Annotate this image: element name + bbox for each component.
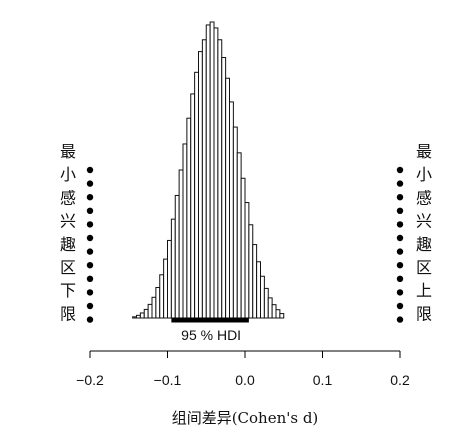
rope-dot	[86, 207, 94, 214]
histogram-bar	[159, 274, 165, 319]
rope-dot	[86, 316, 94, 323]
x-tick-label: 0.0	[235, 372, 255, 388]
histogram-bar	[132, 316, 137, 319]
rope-dot	[86, 248, 94, 255]
x-tick-label: 0.1	[313, 372, 333, 388]
histogram-bar	[263, 287, 269, 319]
histogram-bar	[279, 313, 285, 319]
rope-dot	[86, 302, 94, 310]
histogram-bar	[167, 239, 172, 319]
rope-dot	[396, 316, 404, 323]
histogram-bar	[139, 312, 145, 319]
x-ticks: −0.2 −0.1 0.0 0.1 0.2	[76, 351, 410, 388]
histogram-bar	[260, 275, 265, 319]
rope-label-char: 小	[416, 165, 432, 184]
rope-dot	[86, 221, 94, 228]
histogram-bar	[151, 296, 157, 319]
hdi-group: 95 % HDI	[171, 317, 249, 343]
histogram-bar	[213, 27, 219, 319]
histogram-bar	[240, 177, 246, 319]
rope-label-char: 最	[416, 142, 432, 161]
x-tick-label: −0.2	[76, 372, 104, 388]
rope-dot	[396, 194, 404, 201]
histogram-bar	[205, 24, 211, 319]
hdi-label: 95 % HDI	[181, 327, 241, 343]
histogram-bar	[217, 39, 223, 319]
histogram-bar	[225, 77, 230, 319]
x-axis-label: 组间差异(Cohen's d)	[172, 409, 319, 427]
rope-dot	[86, 275, 94, 282]
histogram-bar	[209, 21, 215, 319]
rope-label-char: 感	[416, 188, 432, 207]
rope-dot	[396, 248, 404, 255]
rope-dot	[396, 207, 404, 214]
histogram-bars	[132, 21, 285, 319]
histogram-bar	[267, 297, 273, 319]
rope-label-char: 趣	[416, 235, 432, 254]
x-axis: −0.2 −0.1 0.0 0.1 0.2	[76, 350, 410, 388]
rope-label-char: 最	[60, 142, 76, 161]
histogram-bar	[236, 152, 242, 319]
histogram-bar	[271, 304, 277, 319]
histogram-bar	[221, 57, 227, 319]
rope-dot	[396, 302, 404, 310]
histogram-bar	[147, 303, 153, 319]
histogram-bar	[201, 39, 207, 319]
rope-label-char: 限	[416, 304, 432, 323]
rope-dot	[86, 166, 94, 174]
rope-label-char: 区	[60, 258, 76, 277]
histogram-bar	[143, 308, 149, 319]
rope-dot	[86, 289, 94, 296]
histogram-bar	[163, 258, 168, 319]
rope-label-char: 上	[416, 281, 432, 300]
histogram-bar	[252, 244, 258, 319]
rope-dot	[396, 234, 404, 242]
rope-dot	[396, 221, 404, 228]
histogram-bar	[174, 194, 180, 319]
histogram-bar	[256, 261, 261, 319]
histogram-bar	[178, 169, 184, 319]
histogram-bar	[229, 101, 234, 319]
rope-label-char: 趣	[60, 235, 76, 254]
rope-label-char: 兴	[60, 212, 76, 231]
histogram-bar	[170, 218, 176, 319]
histogram-bar	[155, 287, 161, 319]
histogram-bar	[248, 224, 254, 319]
histogram-bar	[186, 117, 192, 319]
rope-dot	[86, 234, 94, 242]
histogram-bar	[244, 202, 250, 319]
rope-dot	[396, 166, 404, 174]
rope-dot	[396, 180, 404, 187]
histogram-bar	[190, 93, 196, 319]
rope-dot	[86, 194, 94, 201]
x-tick-label: 0.2	[390, 372, 410, 388]
rope-dot	[396, 262, 404, 269]
rope-dot	[86, 180, 94, 187]
rope-label-char: 兴	[416, 212, 432, 231]
rope-label-char: 限	[60, 304, 76, 323]
histogram-bar	[275, 309, 281, 319]
histogram-bar	[194, 71, 199, 319]
histogram-bar	[136, 314, 141, 319]
rope-label-char: 小	[60, 165, 76, 184]
rope-label-char: 感	[60, 188, 76, 207]
rope-dot	[396, 275, 404, 282]
rope-dot	[396, 289, 404, 296]
histogram-bar	[232, 126, 238, 319]
x-tick-label: −0.1	[154, 372, 182, 388]
rope-label-char: 区	[416, 258, 432, 277]
histogram-bar	[182, 143, 188, 319]
histogram-bar	[198, 51, 203, 319]
rope-label-char: 下	[60, 281, 76, 300]
rope-dot	[86, 262, 94, 269]
